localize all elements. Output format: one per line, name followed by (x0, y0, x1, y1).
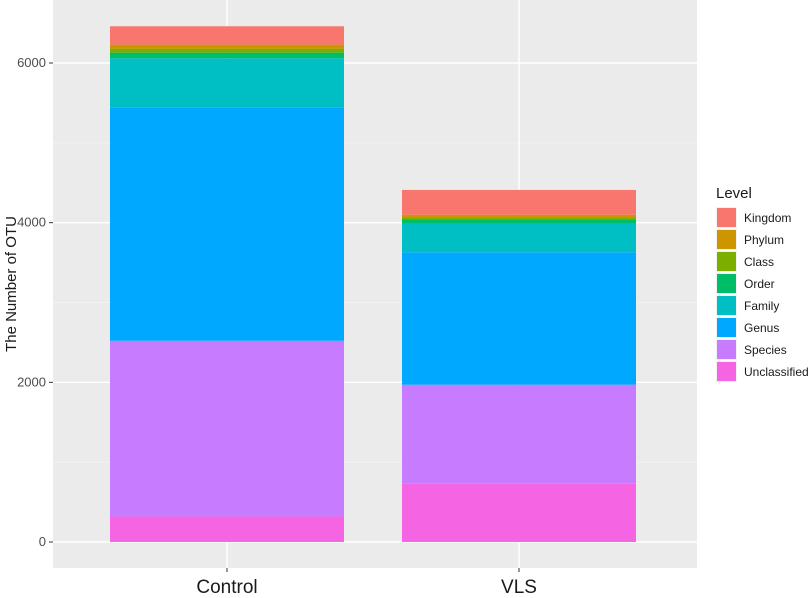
x-axis: Control VLS (196, 568, 537, 598)
legend-label-order: Order (744, 277, 775, 291)
y-tick-label: 4000 (17, 215, 46, 230)
bar-segment-genus-control (110, 107, 344, 341)
y-tick-label: 0 (39, 534, 46, 549)
bar-segment-phylum-control (110, 44, 344, 49)
legend-label-phylum: Phylum (744, 233, 784, 247)
bars (110, 26, 636, 542)
bar-segment-class-vls (402, 217, 636, 220)
bar-segment-kingdom-control (110, 26, 344, 45)
bar-segment-order-control (110, 52, 344, 59)
bar-segment-species-control (110, 340, 344, 517)
y-tick-label: 2000 (17, 374, 46, 389)
legend-swatch-species (717, 340, 736, 359)
legend-swatch-genus (717, 318, 736, 337)
x-tick-label: Control (196, 577, 257, 598)
x-tick-label: VLS (501, 577, 537, 598)
legend-label-genus: Genus (744, 321, 779, 335)
legend-label-species: Species (744, 343, 787, 357)
legend-label-unclassified: Unclassified (744, 365, 809, 379)
bar-segment-phylum-vls (402, 214, 636, 218)
legend-label-class: Class (744, 255, 774, 269)
bar-segment-family-vls (402, 223, 636, 253)
y-axis-title: The Number of OTU (3, 216, 20, 352)
bar-segment-species-vls (402, 384, 636, 484)
bar-segment-kingdom-vls (402, 189, 636, 215)
legend-label-family: Family (744, 299, 779, 313)
y-tick-label: 6000 (17, 55, 46, 70)
bar-segment-genus-vls (402, 252, 636, 385)
legend-swatch-class (717, 252, 736, 271)
legend-swatch-order (717, 274, 736, 293)
legend-title: Level (716, 185, 752, 202)
legend-swatch-family (717, 296, 736, 315)
bar-segment-class-control (110, 48, 344, 53)
legend-swatch-unclassified (717, 362, 736, 381)
bar-segment-unclassified-control (110, 516, 344, 542)
bar-segment-order-vls (402, 219, 636, 224)
y-axis: 0 2000 4000 6000 (17, 55, 53, 549)
legend-swatch-phylum (717, 230, 736, 249)
bar-segment-unclassified-vls (402, 483, 636, 542)
legend: Level Kingdom Phylum Class Order Family Genus… (716, 185, 809, 382)
legend-label-kingdom: Kingdom (744, 211, 791, 225)
bar-segment-family-control (110, 58, 344, 108)
legend-swatch-kingdom (717, 208, 736, 227)
